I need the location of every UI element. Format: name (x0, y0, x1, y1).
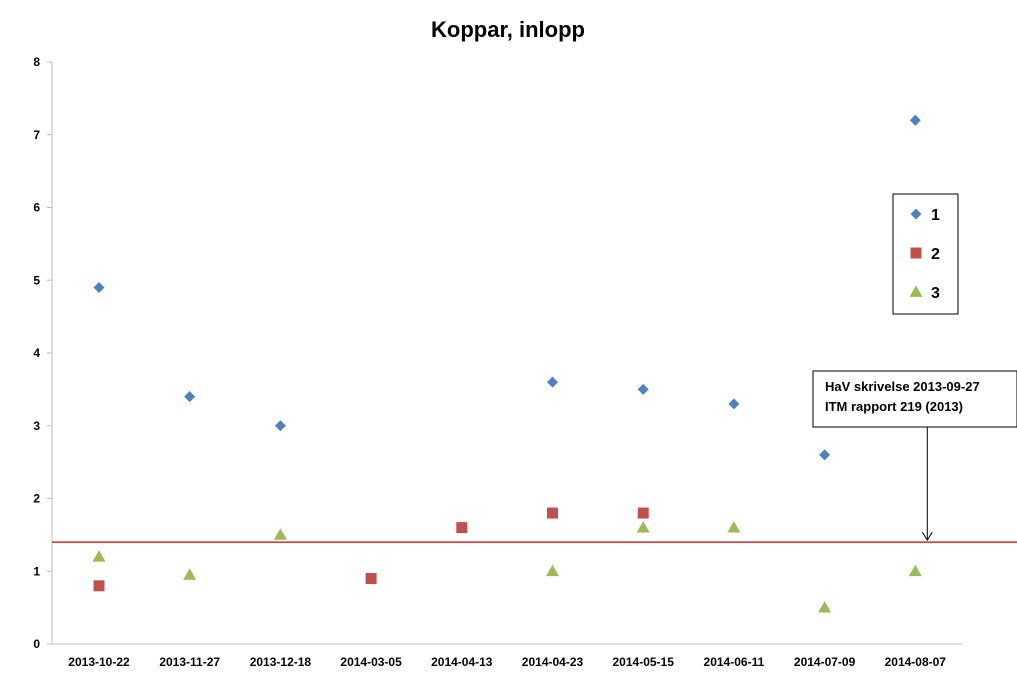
annotation-text: HaV skrivelse 2013-09-27 (825, 379, 980, 394)
y-tick-label: 1 (33, 564, 40, 578)
data-point-series-3 (908, 564, 922, 577)
annotation-box (812, 370, 1017, 428)
y-tick-label: 0 (33, 637, 40, 651)
legend-marker-1 (910, 208, 922, 220)
x-tick-label: 2013-12-18 (250, 655, 312, 669)
y-tick-label: 7 (33, 128, 40, 142)
x-tick-label: 2014-04-13 (431, 655, 493, 669)
legend-label: 1 (931, 207, 940, 224)
y-tick-label: 3 (33, 419, 40, 433)
data-point-series-1 (819, 449, 831, 461)
chart-title: Koppar, inlopp (431, 17, 585, 42)
x-tick-label: 2014-07-09 (794, 655, 856, 669)
data-point-series-1 (637, 383, 649, 395)
y-tick-label: 6 (33, 201, 40, 215)
data-point-series-1 (274, 420, 286, 432)
data-point-series-1 (184, 391, 196, 403)
data-point-series-1 (93, 282, 105, 294)
legend-marker-3 (909, 285, 923, 297)
plot-area: 0 1 2 3 4 5 6 7 8 2013-10-22 2013-11-27 2013-12-18 2… (33, 55, 1017, 669)
data-point-series-3 (183, 568, 197, 580)
annotation: HaV skrivelse 2013-09-27 ITM rapport 219 … (812, 370, 1017, 542)
data-point-series-3 (92, 550, 106, 562)
data-point-series-3 (636, 521, 650, 533)
data-point-series-1 (547, 376, 558, 388)
annotation-arrow-head (921, 531, 933, 542)
y-tick-label: 4 (33, 346, 40, 360)
data-point-series-3 (727, 521, 741, 533)
data-point-series-3 (273, 528, 287, 540)
data-point-series-2 (547, 507, 558, 519)
y-tick-label: 5 (33, 273, 40, 287)
legend-marker-2 (910, 247, 922, 259)
y-tick-label: 2 (33, 492, 40, 506)
x-tick-label: 2014-03-05 (340, 655, 402, 669)
data-point-series-2 (637, 507, 649, 519)
legend: 1 2 3 (892, 193, 959, 315)
legend-label: 3 (931, 285, 940, 302)
data-point-series-1 (728, 398, 740, 410)
x-tick-label: 2014-08-07 (885, 655, 947, 669)
data-point-series-3 (818, 601, 832, 613)
legend-label: 2 (931, 246, 940, 263)
x-tick-label: 2014-06-11 (704, 655, 765, 669)
y-tick-label: 8 (33, 55, 40, 69)
x-tick-label: 2013-10-22 (68, 655, 130, 669)
legend-box (892, 193, 959, 315)
data-point-series-3 (546, 564, 559, 577)
data-point-series-1 (909, 114, 921, 126)
x-tick-label: 2013-11-27 (159, 655, 220, 669)
x-tick-label: 2014-05-15 (613, 655, 675, 669)
data-point-series-2 (456, 522, 468, 534)
data-point-series-2 (365, 573, 377, 585)
annotation-text: ITM rapport 219 (2013) (825, 399, 963, 414)
x-tick-label: 2014-04-23 (522, 655, 584, 669)
data-point-series-2 (93, 580, 105, 592)
